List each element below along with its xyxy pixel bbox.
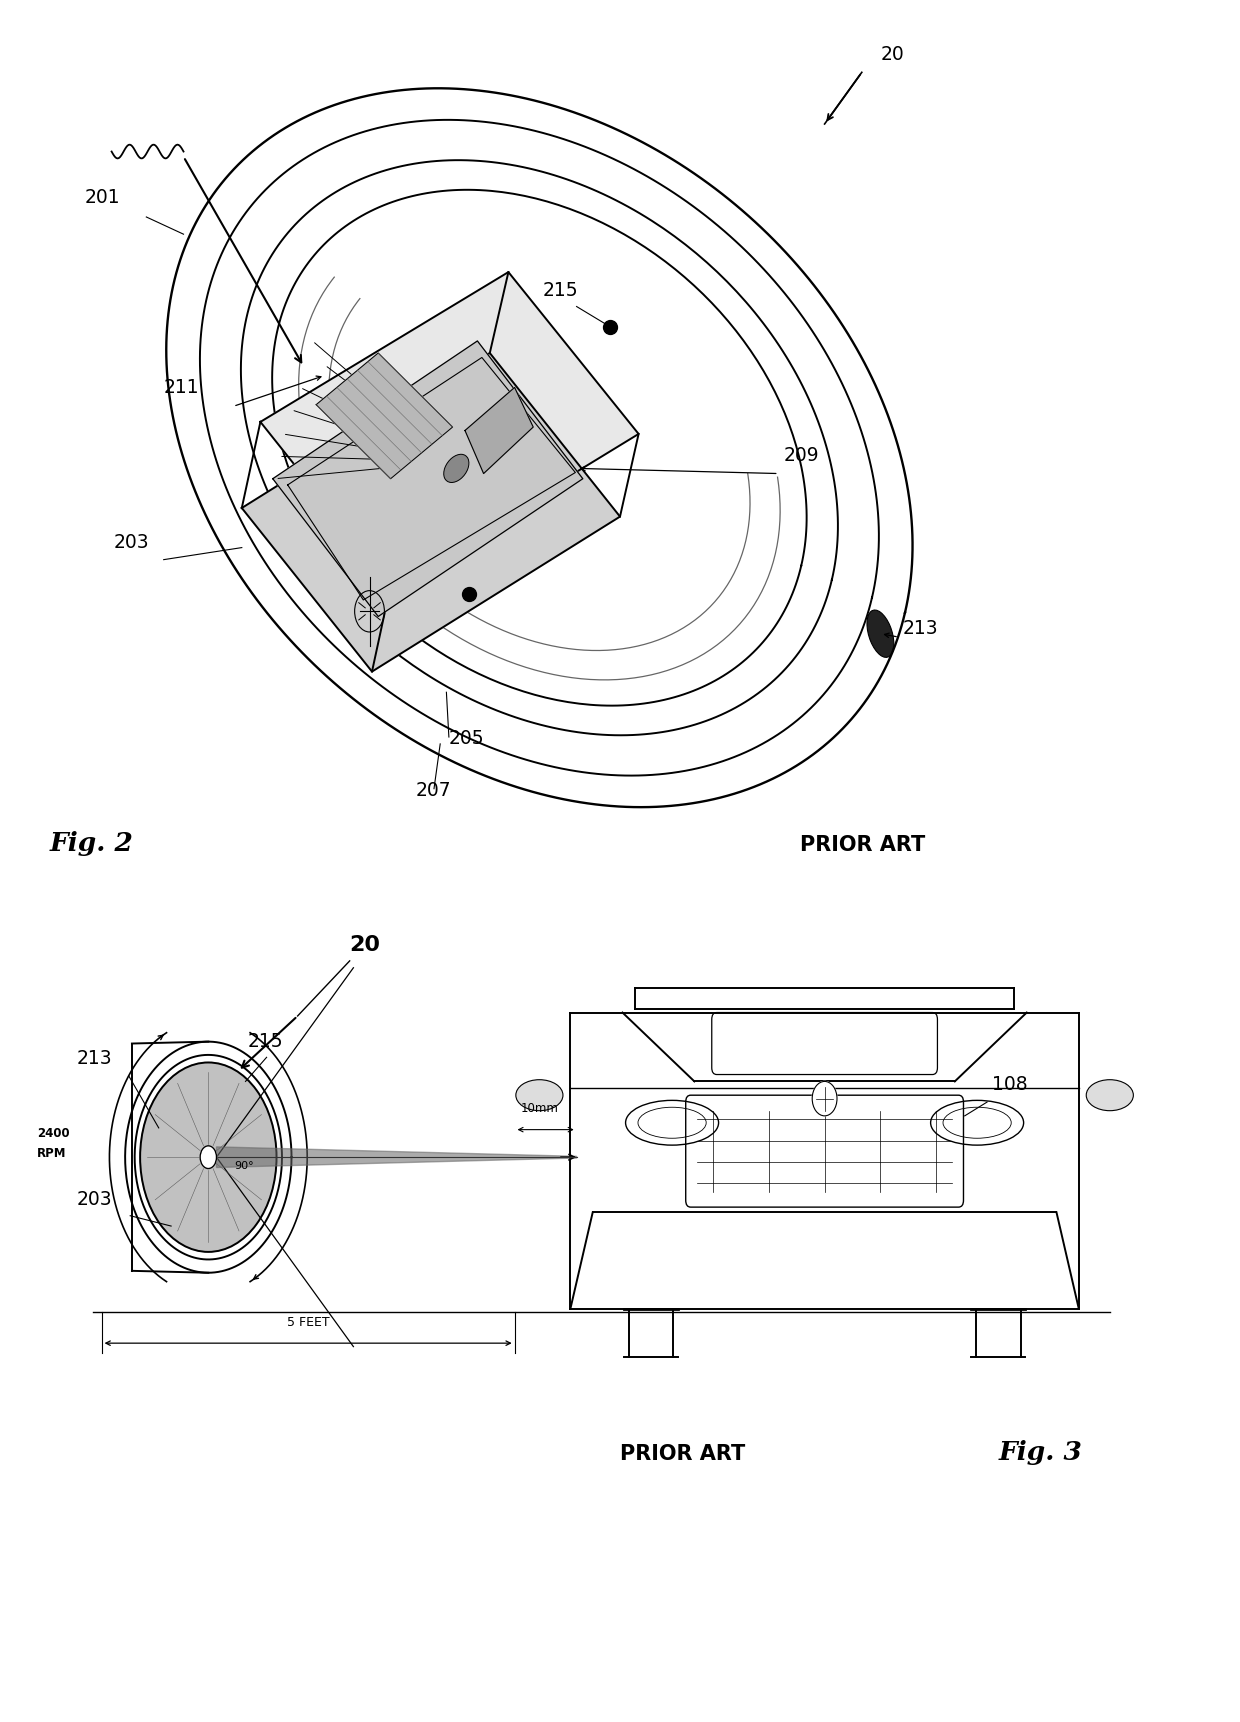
Ellipse shape <box>867 610 894 658</box>
Text: RPM: RPM <box>37 1147 67 1161</box>
Ellipse shape <box>516 1080 563 1111</box>
Text: 205: 205 <box>449 728 485 747</box>
Polygon shape <box>242 353 620 672</box>
Text: 201: 201 <box>84 188 120 207</box>
Text: 215: 215 <box>248 1031 284 1050</box>
Text: 213: 213 <box>903 618 939 637</box>
Text: Fig. 2: Fig. 2 <box>50 830 134 856</box>
Text: PRIOR ART: PRIOR ART <box>620 1445 745 1464</box>
Text: 20: 20 <box>880 45 904 64</box>
Text: 203: 203 <box>77 1190 113 1209</box>
Polygon shape <box>273 341 583 616</box>
Text: 209: 209 <box>784 446 820 465</box>
Text: 10mm: 10mm <box>521 1102 559 1116</box>
Polygon shape <box>465 387 533 474</box>
Text: 2400: 2400 <box>37 1126 69 1140</box>
Ellipse shape <box>1086 1080 1133 1111</box>
Ellipse shape <box>444 455 469 482</box>
Polygon shape <box>260 272 639 585</box>
Text: 5 FEET: 5 FEET <box>286 1316 330 1329</box>
Text: 207: 207 <box>415 780 451 799</box>
Text: 20: 20 <box>350 935 381 954</box>
Polygon shape <box>217 1147 577 1168</box>
Text: Fig. 3: Fig. 3 <box>998 1440 1083 1465</box>
Text: 90°: 90° <box>234 1161 254 1171</box>
Polygon shape <box>316 353 453 479</box>
Text: PRIOR ART: PRIOR ART <box>800 835 925 854</box>
Text: 215: 215 <box>543 281 579 300</box>
Circle shape <box>140 1062 277 1252</box>
Text: 213: 213 <box>77 1049 113 1068</box>
Text: 211: 211 <box>164 377 200 396</box>
Circle shape <box>200 1145 217 1169</box>
Text: 108: 108 <box>992 1075 1028 1093</box>
Text: 203: 203 <box>114 532 150 551</box>
Circle shape <box>812 1081 837 1116</box>
